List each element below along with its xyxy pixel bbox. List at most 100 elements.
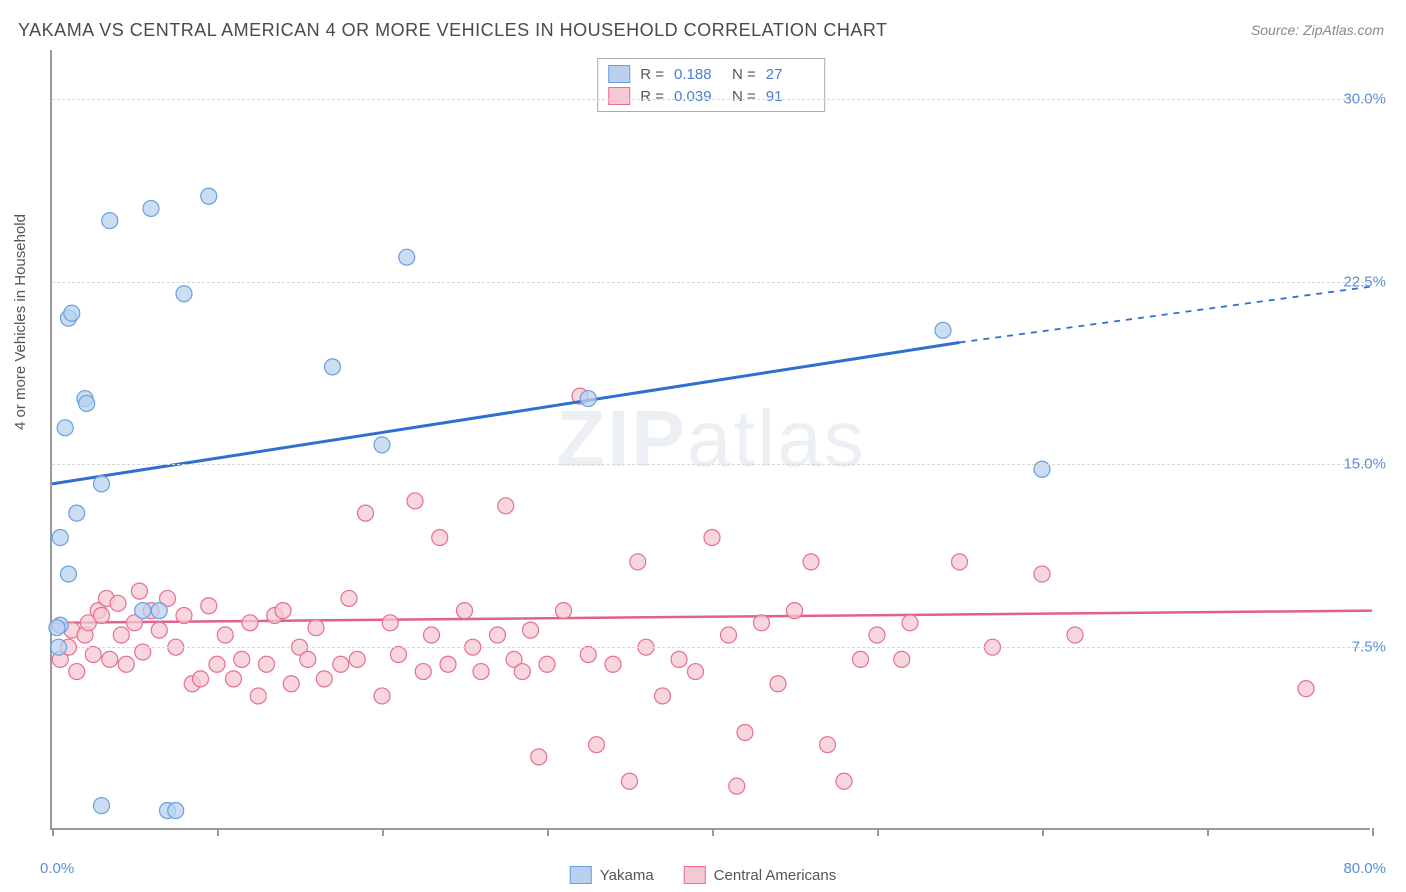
central-point [193, 671, 209, 687]
grid-line [52, 647, 1370, 648]
yakama-point [135, 603, 151, 619]
yakama-swatch-icon [570, 866, 592, 884]
r-value: 0.039 [674, 88, 722, 105]
plot-area: R =0.188N =27R =0.039N =91 ZIPatlas [50, 50, 1370, 830]
x-tick [382, 828, 384, 836]
y-tick-label: 30.0% [1343, 90, 1386, 107]
central-point [308, 620, 324, 636]
yakama-point [64, 305, 80, 321]
yakama-trend-line [52, 343, 960, 484]
yakama-point [79, 395, 95, 411]
central-point [69, 664, 85, 680]
central-point [853, 651, 869, 667]
yakama-point [151, 603, 167, 619]
central-point [787, 603, 803, 619]
central-point [113, 627, 129, 643]
central-point [894, 651, 910, 667]
central-point [952, 554, 968, 570]
central-point [589, 737, 605, 753]
central-point [523, 622, 539, 638]
central-point [432, 530, 448, 546]
y-axis-label: 4 or more Vehicles in Household [12, 214, 29, 430]
corr-row-yakama: R =0.188N =27 [608, 63, 814, 85]
y-tick-label: 22.5% [1343, 273, 1386, 290]
yakama-point [102, 213, 118, 229]
yakama-point [580, 391, 596, 407]
central-point [316, 671, 332, 687]
legend-item-central: Central Americans [684, 866, 837, 884]
grid-line [52, 464, 1370, 465]
central-point [176, 608, 192, 624]
central-point [217, 627, 233, 643]
central-point [333, 656, 349, 672]
central-point [622, 773, 638, 789]
x-min-label: 0.0% [40, 860, 74, 877]
yakama-point [52, 530, 68, 546]
central-point [151, 622, 167, 638]
central-point [1067, 627, 1083, 643]
yakama-point [61, 566, 77, 582]
central-point [556, 603, 572, 619]
x-tick [217, 828, 219, 836]
central-point [94, 608, 110, 624]
central-point [131, 583, 147, 599]
central-point [514, 664, 530, 680]
chart-title: YAKAMA VS CENTRAL AMERICAN 4 OR MORE VEH… [18, 20, 888, 41]
central-point [721, 627, 737, 643]
central-point [836, 773, 852, 789]
grid-line [52, 99, 1370, 100]
central-point [1034, 566, 1050, 582]
yakama-point [168, 803, 184, 819]
central-point [234, 651, 250, 667]
n-label: N = [732, 88, 756, 105]
central-point [803, 554, 819, 570]
central-point [457, 603, 473, 619]
central-point [415, 664, 431, 680]
central-point [754, 615, 770, 631]
legend-label: Yakama [600, 867, 654, 884]
yakama-swatch-icon [608, 65, 630, 83]
x-tick [1207, 828, 1209, 836]
x-max-label: 80.0% [1343, 860, 1386, 877]
yakama-point [399, 249, 415, 265]
central-point [729, 778, 745, 794]
central-point [531, 749, 547, 765]
y-tick-label: 15.0% [1343, 456, 1386, 473]
central-point [283, 676, 299, 692]
r-label: R = [640, 88, 664, 105]
central-point [580, 647, 596, 663]
n-value: 91 [766, 88, 814, 105]
central-point [358, 505, 374, 521]
central-point [374, 688, 390, 704]
central-point [349, 651, 365, 667]
central-point [630, 554, 646, 570]
central-point [820, 737, 836, 753]
central-point [671, 651, 687, 667]
yakama-point [49, 620, 65, 636]
x-tick [52, 828, 54, 836]
central-point [201, 598, 217, 614]
central-swatch-icon [684, 866, 706, 884]
yakama-point [374, 437, 390, 453]
x-tick [1372, 828, 1374, 836]
source-label: Source: ZipAtlas.com [1251, 22, 1384, 38]
central-point [102, 651, 118, 667]
yakama-point [935, 322, 951, 338]
central-point [118, 656, 134, 672]
n-value: 27 [766, 66, 814, 83]
central-point [605, 656, 621, 672]
central-point [300, 651, 316, 667]
central-point [341, 590, 357, 606]
x-tick [1042, 828, 1044, 836]
central-swatch-icon [608, 87, 630, 105]
central-point [391, 647, 407, 663]
central-point [688, 664, 704, 680]
central-point [440, 656, 456, 672]
central-point [490, 627, 506, 643]
x-tick [877, 828, 879, 836]
central-point [1298, 681, 1314, 697]
corr-row-central: R = 0.039 N = 91 [608, 85, 814, 107]
legend-item-yakama: Yakama [570, 866, 654, 884]
central-point [473, 664, 489, 680]
y-tick-label: 7.5% [1352, 639, 1386, 656]
